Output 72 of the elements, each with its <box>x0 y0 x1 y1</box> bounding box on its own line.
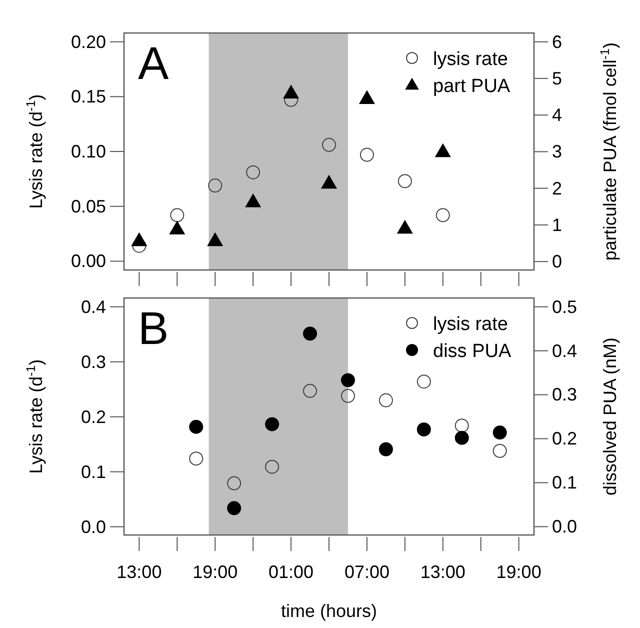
y2-tick-label: 3 <box>552 142 562 162</box>
x-tick-label: 13:00 <box>116 562 162 582</box>
point <box>189 420 204 434</box>
legend-label: diss PUA <box>433 341 512 362</box>
y-tick-label: 0.1 <box>80 462 106 482</box>
legend-label: lysis rate <box>433 314 508 335</box>
legend-label: lysis rate <box>433 49 508 70</box>
y2-axis-title: dissolved PUA (nM) <box>600 337 620 496</box>
point <box>436 208 450 222</box>
point <box>397 220 413 234</box>
x-tick-label: 07:00 <box>344 562 390 582</box>
point <box>322 138 336 152</box>
point <box>132 238 146 253</box>
point <box>265 417 280 432</box>
point <box>492 444 507 458</box>
y2-tick-label: 0 <box>552 252 562 272</box>
y-tick-label: 0.4 <box>80 296 106 317</box>
point <box>207 232 223 246</box>
legend-label: part PUA <box>433 76 510 97</box>
point <box>321 175 337 189</box>
y-tick-label: 0.2 <box>80 406 106 427</box>
point <box>454 430 469 445</box>
point <box>492 426 507 440</box>
chart-title: A <box>138 37 169 89</box>
point <box>283 85 299 99</box>
point <box>359 90 375 104</box>
y2-tick-label: 0.2 <box>552 428 578 449</box>
point <box>227 501 242 516</box>
point <box>360 148 374 162</box>
y2-tick-label: 2 <box>552 178 562 198</box>
point <box>435 144 451 158</box>
point <box>189 452 204 466</box>
point <box>378 442 393 456</box>
y-tick-label: 0.10 <box>70 142 106 162</box>
point <box>416 374 431 389</box>
y2-tick-label: 1 <box>552 214 562 235</box>
y2-tick-label: 0.4 <box>552 340 578 361</box>
y2-tick-label: 0.3 <box>552 384 578 405</box>
y-tick-label: 0.05 <box>70 196 106 216</box>
point <box>398 174 412 188</box>
point <box>208 178 222 193</box>
y-tick-label: 0.00 <box>70 251 106 272</box>
x-tick-label: 13:00 <box>420 562 466 582</box>
x-tick-label: 19:00 <box>192 562 238 582</box>
point <box>170 221 185 234</box>
point <box>340 373 355 388</box>
x-axis-title: time (hours) <box>280 601 378 621</box>
y-tick-label: 0.15 <box>70 86 106 107</box>
point <box>246 165 260 180</box>
point <box>245 194 261 208</box>
y-tick-label: 0.3 <box>80 352 106 372</box>
point <box>170 208 184 222</box>
point <box>303 384 318 398</box>
point <box>416 422 431 436</box>
y2-tick-label: 0.1 <box>552 472 578 493</box>
chart-title: B <box>138 302 169 354</box>
point <box>378 393 393 408</box>
point <box>132 232 147 246</box>
y-tick-label: 0.0 <box>80 516 106 537</box>
y2-tick-label: 4 <box>552 105 562 126</box>
point <box>227 476 242 490</box>
point <box>265 460 280 474</box>
y2-tick-label: 5 <box>552 68 562 88</box>
x-tick-label: 01:00 <box>268 562 314 582</box>
x-tick-label: 19:00 <box>496 562 542 582</box>
y2-tick-label: 0.5 <box>552 296 578 317</box>
y-tick-label: 0.20 <box>70 32 106 52</box>
point <box>454 418 469 433</box>
y2-tick-label: 6 <box>552 32 562 52</box>
point <box>303 326 318 341</box>
y2-tick-label: 0.0 <box>552 516 578 537</box>
point <box>340 388 355 403</box>
